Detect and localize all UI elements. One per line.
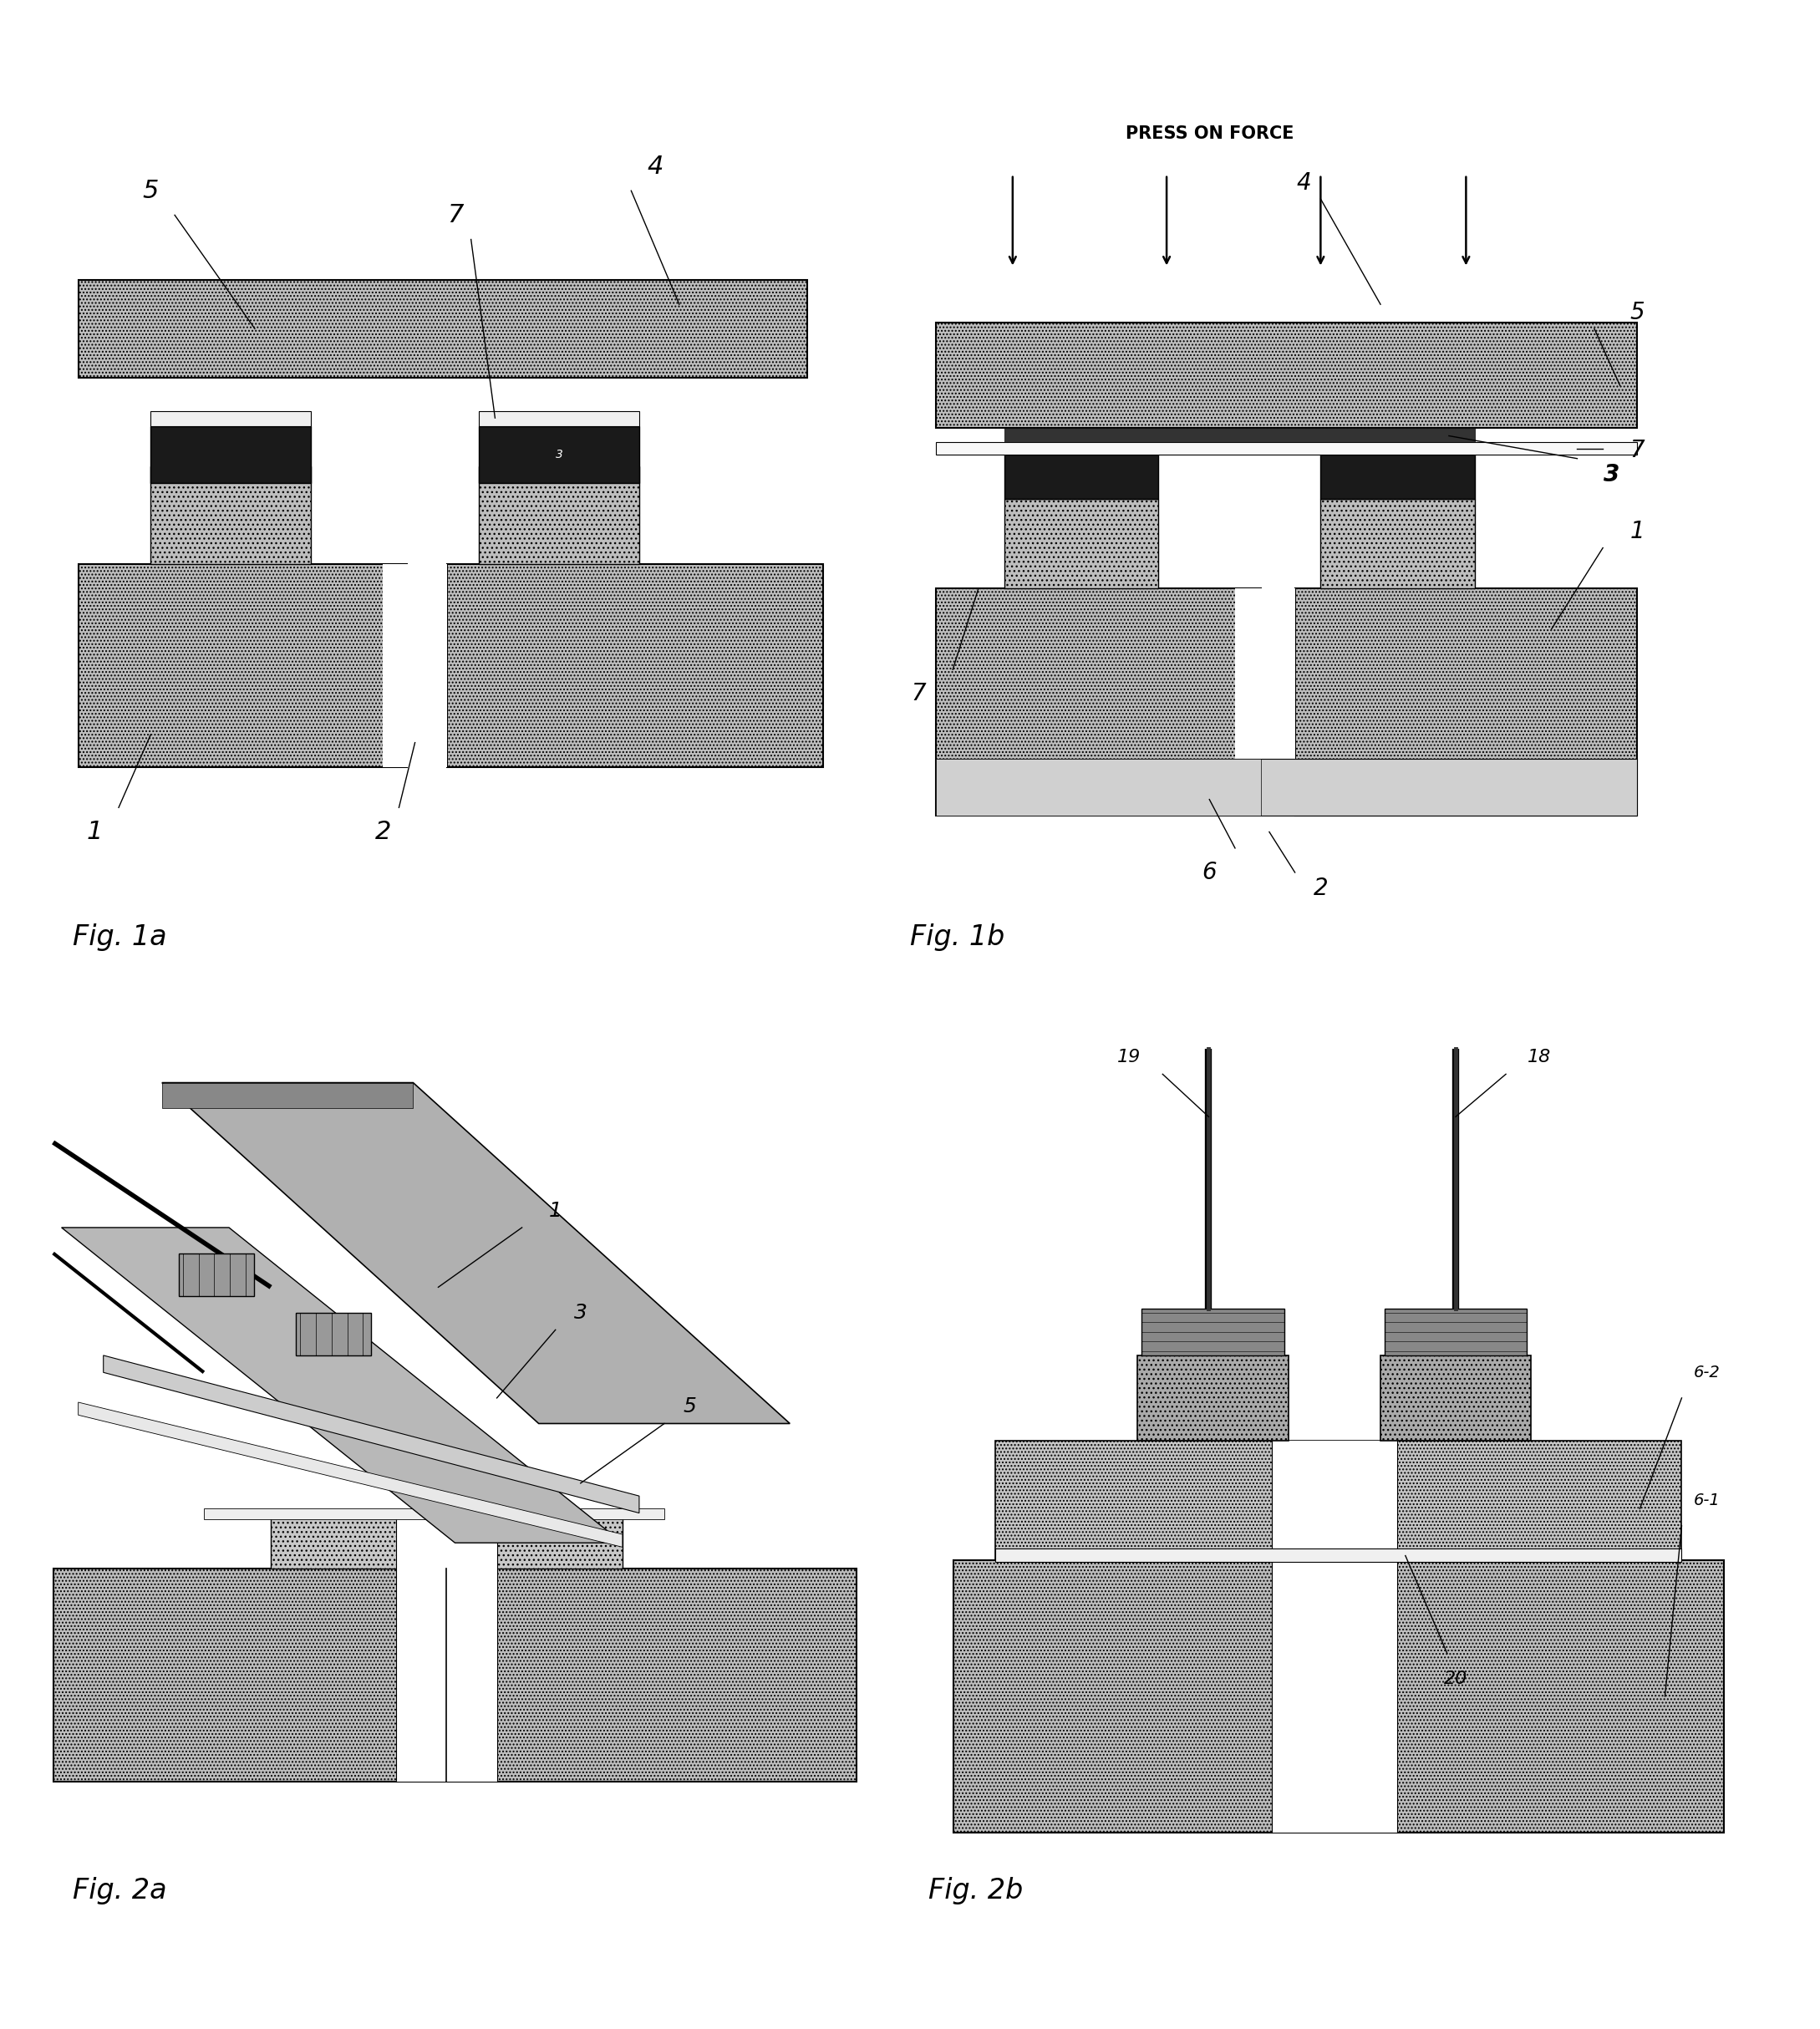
Bar [78, 564, 408, 767]
Bar [935, 323, 1638, 428]
Polygon shape [62, 1228, 622, 1542]
Text: Fig. 2b: Fig. 2b [928, 1877, 1023, 1905]
Bar [479, 412, 639, 426]
Text: 5: 5 [682, 1396, 695, 1416]
Bar [382, 564, 448, 767]
Bar [53, 1568, 857, 1781]
Bar [1005, 454, 1158, 499]
Text: 7: 7 [1629, 438, 1645, 463]
Bar [1272, 1441, 1398, 1832]
Bar [935, 759, 1638, 816]
Bar [479, 467, 639, 564]
Bar [954, 1560, 1724, 1832]
Text: 1: 1 [1629, 519, 1645, 544]
Text: 3: 3 [555, 448, 562, 461]
Text: PRESS ON FORCE: PRESS ON FORCE [1125, 126, 1294, 142]
Text: 2: 2 [1314, 877, 1329, 901]
Bar [1005, 428, 1474, 442]
Text: 1: 1 [550, 1201, 562, 1221]
Bar [1138, 1355, 1289, 1441]
Bar [1005, 499, 1158, 588]
Polygon shape [78, 1402, 622, 1546]
Bar [1380, 1355, 1531, 1441]
Text: 3: 3 [1603, 463, 1620, 487]
Text: Fig. 2a: Fig. 2a [73, 1877, 167, 1905]
Polygon shape [162, 1083, 413, 1108]
Text: 5: 5 [1629, 300, 1645, 325]
Text: 4: 4 [648, 154, 662, 179]
Text: 6-2: 6-2 [1694, 1363, 1720, 1380]
Bar [1236, 588, 1294, 816]
Bar [1321, 454, 1474, 499]
Bar [996, 1441, 1682, 1560]
Bar [1321, 499, 1474, 588]
Bar [151, 412, 311, 426]
Text: 5: 5 [142, 179, 158, 203]
Bar [271, 1518, 622, 1568]
Bar [397, 1518, 497, 1781]
Bar [151, 467, 311, 564]
Bar [151, 426, 311, 483]
Text: 18: 18 [1527, 1049, 1551, 1065]
Bar [297, 1313, 371, 1355]
Text: Fig. 1a: Fig. 1a [73, 923, 167, 952]
Text: 20: 20 [1443, 1670, 1467, 1688]
Text: Fig. 1b: Fig. 1b [910, 923, 1005, 952]
Bar [178, 1254, 255, 1297]
Text: 3: 3 [573, 1303, 588, 1323]
Text: 6-1: 6-1 [1694, 1491, 1720, 1508]
Text: 6: 6 [1201, 860, 1218, 885]
Polygon shape [162, 1083, 790, 1424]
Bar [935, 588, 1261, 816]
Bar [479, 426, 639, 483]
Text: 2: 2 [375, 820, 391, 844]
Text: 7: 7 [912, 682, 926, 706]
Text: 1: 1 [87, 820, 102, 844]
Text: 19: 19 [1117, 1049, 1141, 1065]
Bar [935, 759, 1261, 816]
Bar [1385, 1309, 1527, 1355]
Text: 7: 7 [448, 203, 462, 227]
Bar [1294, 588, 1638, 816]
Polygon shape [104, 1355, 639, 1514]
Bar [448, 564, 823, 767]
Bar [935, 442, 1638, 454]
Bar [1141, 1309, 1285, 1355]
Text: 4: 4 [1296, 170, 1310, 195]
Bar [204, 1510, 664, 1520]
Bar [996, 1548, 1682, 1562]
Bar [78, 280, 808, 377]
